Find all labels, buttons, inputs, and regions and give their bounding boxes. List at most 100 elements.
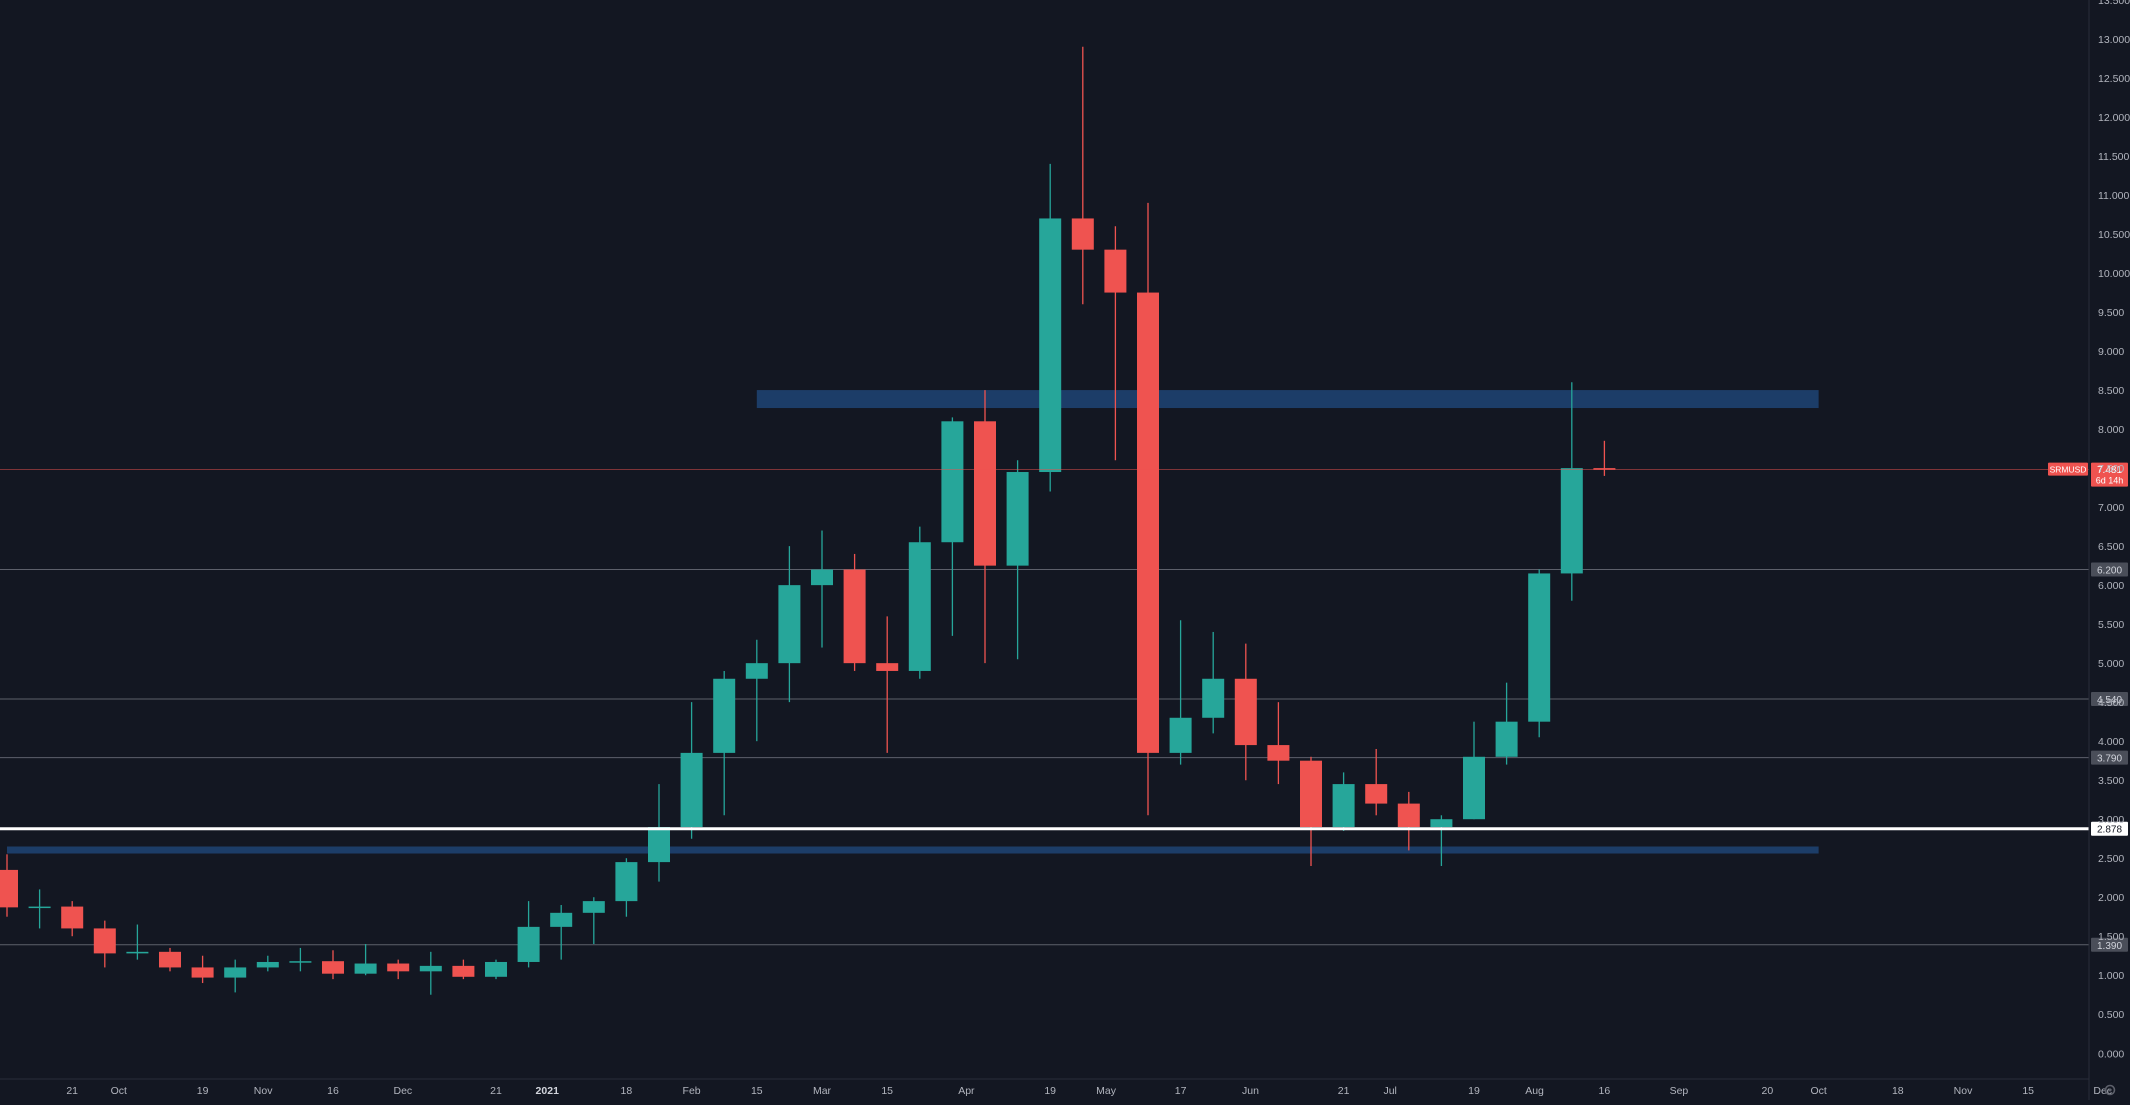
x-tick-label: 19 [1044, 1085, 1056, 1097]
y-tick-label: 2.500 [2098, 853, 2124, 865]
candle-body [1300, 760, 1322, 827]
x-tick-label: 15 [2022, 1085, 2034, 1097]
gear-icon [2104, 1084, 2116, 1096]
candle-body [615, 862, 638, 902]
x-tick-label: Jul [1383, 1085, 1396, 1097]
candle-body [0, 869, 18, 908]
candle-body [974, 421, 996, 566]
y-tick-label: 1.000 [2098, 970, 2124, 982]
y-tick-label: 5.500 [2098, 619, 2124, 631]
y-tick-label: 11.500 [2098, 151, 2129, 163]
candle-body [159, 951, 181, 968]
candle-body [1332, 784, 1355, 827]
y-tick-label: 4.500 [2098, 697, 2124, 709]
candle-body [1495, 721, 1518, 757]
y-tick-label: 13.500 [2098, 0, 2130, 7]
x-tick-label: Jun [1242, 1085, 1259, 1097]
current-price-box [2091, 462, 2128, 487]
highlight-level-label: 2.878 [2097, 825, 2122, 836]
y-tick-label: 6.000 [2098, 580, 2124, 592]
x-tick-label: 2021 [536, 1085, 560, 1097]
candle-body [1104, 249, 1127, 293]
zones [7, 390, 1819, 854]
x-tick-label: Apr [958, 1085, 975, 1097]
y-tick-label: 9.500 [2098, 307, 2124, 319]
highlight-level-box [2091, 821, 2128, 836]
y-tick-label: 5.000 [2098, 658, 2124, 670]
candle-body [61, 906, 84, 929]
candle-body [843, 569, 866, 664]
x-tick-label: Aug [1525, 1085, 1544, 1097]
x-tick-label: 21 [1338, 1085, 1350, 1097]
x-tick-label: 20 [1762, 1085, 1774, 1097]
candle-body [1234, 678, 1257, 746]
y-tick-label: 12.500 [2098, 73, 2130, 85]
candle-body [1593, 468, 1616, 470]
symbol-badge [2048, 462, 2088, 476]
level-label: 3.790 [2097, 754, 2122, 765]
symbol-badge-label: SRMUSD [2050, 465, 2087, 475]
candle-body [1528, 573, 1551, 722]
candle-body [1397, 803, 1420, 827]
candle-body [1430, 819, 1453, 827]
candle-body [517, 926, 540, 962]
candle-body [322, 961, 344, 974]
zone-box [756, 390, 1819, 409]
candle-body [811, 569, 833, 586]
candle-body [289, 961, 312, 963]
x-tick-label: 15 [881, 1085, 893, 1097]
level-label-box [2091, 937, 2128, 952]
y-tick-label: 8.000 [2098, 424, 2124, 436]
horizontal-levels [0, 569, 2089, 946]
candle-body [648, 826, 670, 863]
candle-body [1137, 292, 1159, 753]
x-tick-label: 16 [327, 1085, 339, 1097]
candle-body [876, 663, 899, 671]
level-label: 1.390 [2097, 941, 2122, 952]
candle-body [419, 965, 442, 972]
x-tick-label: Oct [1810, 1085, 1826, 1097]
x-tick-label: 21 [490, 1085, 502, 1097]
candle-body [1169, 717, 1192, 753]
settings-button[interactable] [2104, 1084, 2116, 1096]
candle-body [354, 963, 377, 974]
level-label: 4.540 [2097, 695, 2122, 706]
x-tick-label: 18 [1892, 1085, 1904, 1097]
candle-body [713, 678, 736, 753]
x-tick-label: 19 [1468, 1085, 1480, 1097]
candle-body [452, 965, 475, 977]
candle-body [908, 542, 931, 671]
candle-body [941, 421, 964, 543]
candle-body [778, 585, 801, 664]
candle-body [1560, 468, 1583, 574]
x-tick-label: Nov [1954, 1085, 1973, 1097]
x-tick-label: Nov [254, 1085, 273, 1097]
candle-body [1039, 218, 1062, 473]
candle-body [1071, 218, 1094, 250]
countdown-label: 6d 14h [2096, 476, 2124, 486]
x-tick-label: 15 [751, 1085, 763, 1097]
x-tick-label: Mar [813, 1085, 832, 1097]
candle-body [28, 906, 51, 909]
candle-body [1365, 784, 1388, 804]
level-label: 6.200 [2097, 566, 2122, 577]
candle-body [485, 961, 507, 977]
candle-body [1202, 678, 1225, 718]
y-tick-label: 7.000 [2098, 502, 2124, 514]
zone-box [7, 846, 1819, 854]
candle-body [582, 901, 605, 913]
x-tick-label: Feb [683, 1085, 701, 1097]
candle-body [256, 961, 279, 968]
y-tick-label: 8.500 [2098, 385, 2124, 397]
current-price-label: 7.481 [2097, 465, 2122, 476]
level-label-box [2091, 750, 2128, 765]
candle-body [550, 912, 573, 927]
candle-body [93, 928, 116, 954]
y-tick-label: 10.000 [2098, 268, 2130, 280]
x-tick-label: May [1096, 1085, 1117, 1097]
candle-body [1267, 745, 1290, 761]
candle-body [191, 967, 214, 978]
